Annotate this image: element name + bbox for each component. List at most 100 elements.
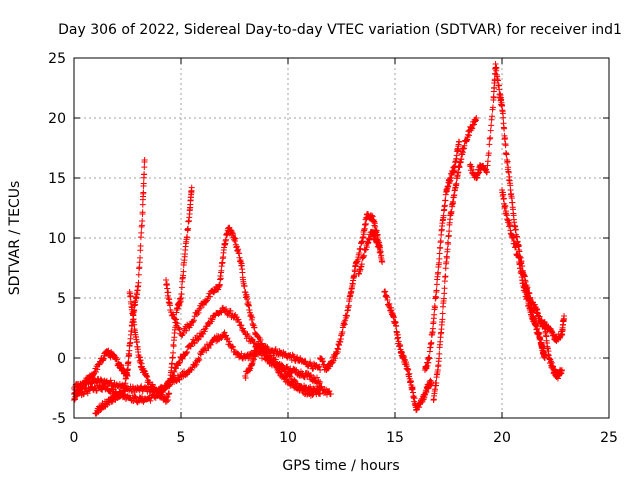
data-point <box>251 324 258 331</box>
data-point <box>127 292 134 299</box>
data-point <box>227 308 234 315</box>
data-point <box>488 122 495 129</box>
data-point <box>185 225 192 232</box>
data-point <box>178 291 185 298</box>
data-point <box>176 358 183 365</box>
data-point <box>525 290 532 297</box>
data-point <box>376 243 383 250</box>
data-point <box>437 238 444 245</box>
data-point <box>439 316 446 323</box>
data-point <box>485 150 492 157</box>
data-point <box>94 366 101 373</box>
data-point <box>201 328 208 335</box>
data-point <box>249 314 256 321</box>
data-point <box>489 113 496 120</box>
x-tick-label: 20 <box>493 430 511 446</box>
data-point <box>314 374 321 381</box>
data-point <box>371 231 378 238</box>
data-point <box>193 361 200 368</box>
data-point <box>436 250 443 257</box>
data-point <box>448 208 455 215</box>
data-point <box>139 209 146 216</box>
data-point <box>140 180 147 187</box>
data-point <box>446 228 453 235</box>
data-point <box>78 383 85 390</box>
data-point <box>489 104 496 111</box>
data-point <box>129 304 136 311</box>
x-tick-label: 15 <box>386 430 404 446</box>
data-point <box>361 252 368 259</box>
y-tick-label: 25 <box>48 51 66 67</box>
data-point <box>159 391 166 398</box>
data-point <box>166 381 173 388</box>
series-track-g <box>242 341 334 399</box>
data-point <box>147 397 154 404</box>
data-point <box>504 158 511 165</box>
data-point <box>125 359 132 366</box>
data-point <box>226 338 233 345</box>
series-track-i <box>355 228 384 277</box>
data-point <box>135 279 142 286</box>
series-track-h <box>317 211 386 373</box>
data-point <box>357 245 364 252</box>
data-point <box>468 163 475 170</box>
data-point <box>272 363 279 370</box>
data-point <box>441 285 448 292</box>
data-point <box>184 234 191 241</box>
data-point <box>502 135 509 142</box>
data-point <box>93 368 100 375</box>
data-point <box>187 343 194 350</box>
data-point <box>163 398 170 405</box>
data-point <box>440 295 447 302</box>
data-point <box>433 287 440 294</box>
data-point <box>450 200 457 207</box>
data-point <box>502 202 509 209</box>
data-point <box>362 221 369 228</box>
x-tick-label: 5 <box>177 430 186 446</box>
data-point <box>379 259 386 265</box>
data-point <box>229 343 236 350</box>
data-point <box>501 125 508 132</box>
data-point <box>458 156 465 163</box>
data-point <box>444 246 451 253</box>
data-point <box>257 336 264 343</box>
data-point <box>164 393 171 400</box>
data-point <box>209 316 216 323</box>
y-tick-label: 15 <box>48 171 66 187</box>
y-axis-label: SDTVAR / TECUs <box>7 181 23 296</box>
x-tick-labels: 0 5 10 15 20 25 <box>70 430 618 446</box>
data-point <box>216 281 223 288</box>
data-point <box>141 157 148 163</box>
data-point <box>187 322 194 329</box>
data-point <box>137 243 144 250</box>
data-point <box>154 387 161 394</box>
data-point <box>195 355 202 362</box>
data-point <box>137 354 144 361</box>
data-point <box>91 383 98 390</box>
data-point <box>542 322 549 329</box>
data-point <box>137 254 144 261</box>
data-point <box>436 255 443 262</box>
data-point <box>170 343 177 350</box>
data-point <box>432 304 439 311</box>
data-point <box>144 373 151 380</box>
x-tick-label: 25 <box>600 430 618 446</box>
data-point <box>232 235 239 242</box>
data-point <box>276 366 283 373</box>
data-point <box>442 197 449 204</box>
data-point <box>436 350 443 357</box>
data-point <box>473 115 480 121</box>
data-point <box>373 227 380 234</box>
data-point <box>358 261 365 268</box>
data-point <box>327 391 334 397</box>
data-point <box>195 309 202 316</box>
data-point <box>377 247 384 253</box>
data-point <box>207 293 214 300</box>
data-point <box>196 356 203 363</box>
data-point <box>512 226 519 233</box>
data-point <box>141 171 148 178</box>
data-point <box>221 329 228 336</box>
data-point <box>217 275 224 282</box>
data-point <box>426 355 433 362</box>
